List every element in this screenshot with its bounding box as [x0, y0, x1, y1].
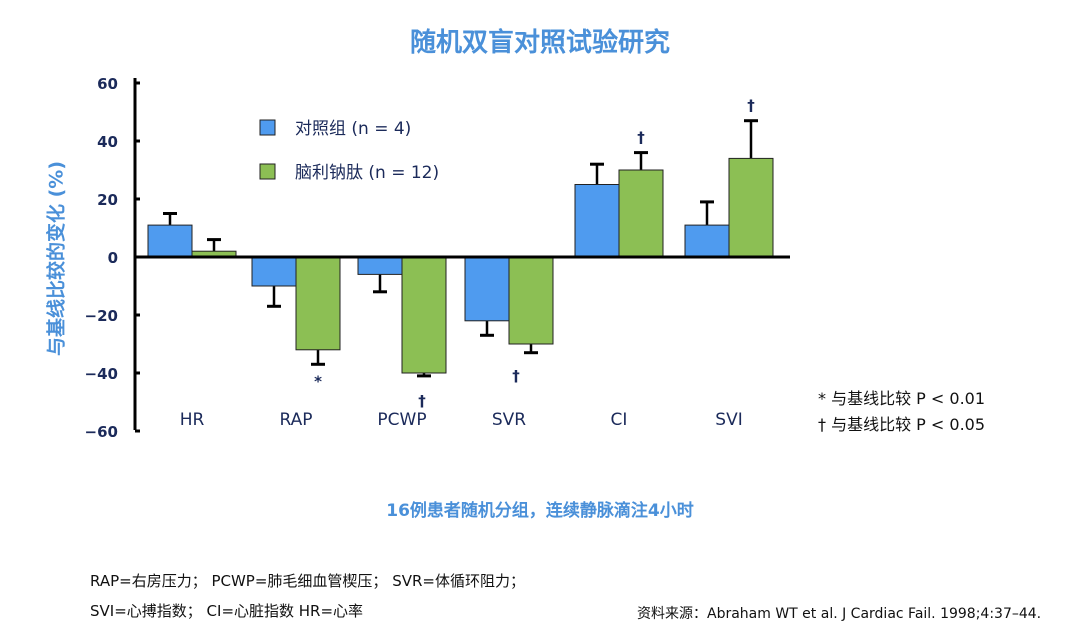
legend-label: 对照组 (n = 4)	[295, 119, 411, 139]
bar-chart: 6040200−20−40−60HR*RAP†PCWP†SVR†CI†SVI对照…	[85, 75, 790, 441]
abbreviations-line-1: RAP=右房压力； PCWP=肺毛细血管楔压； SVR=体循环阻力；	[90, 572, 525, 590]
bar-control-svi	[684, 224, 730, 258]
y-tick-label: 20	[97, 191, 118, 209]
y-tick-label: 60	[97, 75, 118, 93]
x-tick-label: RAP	[279, 410, 312, 430]
chart-title: 随机双盲对照试验研究	[409, 28, 670, 58]
significance-marker: †	[637, 129, 645, 147]
x-tick-label: PCWP	[377, 410, 426, 430]
legend-label: 脑利钠肽 (n = 12)	[295, 163, 439, 183]
significance-marker: †	[512, 367, 520, 385]
bar-control-pcwp	[357, 256, 403, 275]
significance-marker: †	[418, 392, 426, 410]
significance-marker: †	[747, 97, 755, 115]
footnote-p001: * 与基线比较 P < 0.01	[818, 389, 986, 408]
bar-control-hr	[147, 224, 193, 258]
chart-subtitle: 16例患者随机分组，连续静脉滴注4小时	[386, 501, 694, 521]
source-citation: 资料来源：Abraham WT et al. J Cardiac Fail. 1…	[637, 606, 1042, 622]
bar-treatment-pcwp	[401, 256, 447, 374]
legend-swatch	[259, 163, 276, 180]
abbreviations-line-2: SVI=心搏指数； CI=心脏指数 HR=心率	[90, 602, 364, 620]
legend-swatch	[259, 119, 276, 136]
bar-treatment-svi	[728, 157, 774, 258]
x-tick-label: HR	[180, 410, 205, 430]
x-tick-label: SVI	[715, 410, 742, 430]
bar-treatment-ci	[618, 169, 664, 258]
footnote-p005: † 与基线比较 P < 0.05	[818, 415, 986, 434]
y-tick-label: 40	[97, 133, 118, 151]
x-tick-label: SVR	[492, 410, 526, 430]
bar-control-rap	[251, 256, 297, 287]
y-tick-label: −40	[85, 365, 118, 383]
x-tick-label: CI	[611, 410, 628, 430]
significance-marker: *	[314, 372, 322, 390]
y-tick-label: −60	[85, 423, 118, 441]
bar-treatment-svr	[508, 256, 554, 345]
y-tick-label: −20	[85, 307, 118, 325]
bar-treatment-rap	[295, 256, 341, 351]
bar-control-svr	[464, 256, 510, 322]
y-tick-label: 0	[108, 249, 118, 267]
bar-control-ci	[574, 184, 620, 258]
